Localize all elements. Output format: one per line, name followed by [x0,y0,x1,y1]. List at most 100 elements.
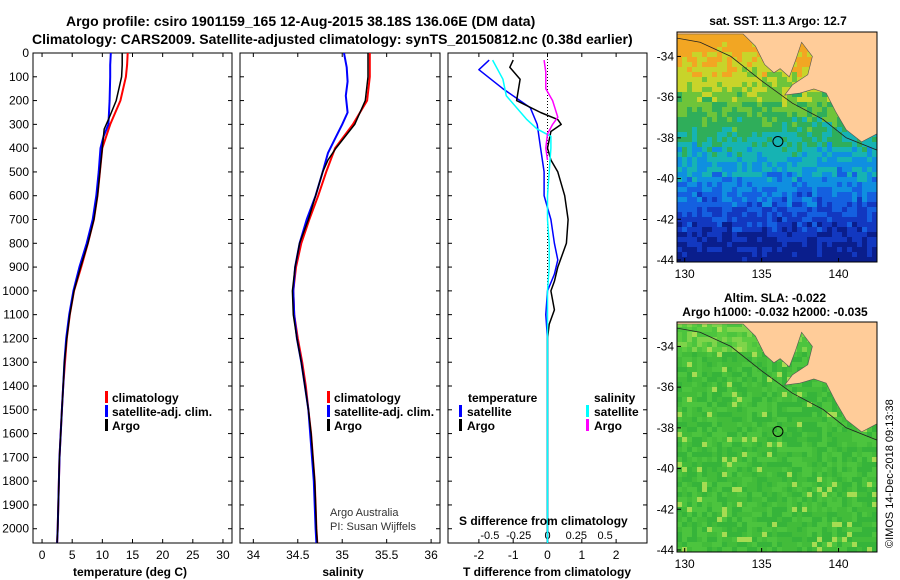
map-cell [727,517,732,522]
map-cell [682,357,687,362]
map-cell [817,452,822,457]
map-cell [737,332,742,337]
map-cell [742,222,747,227]
map-cell [742,157,747,162]
map-cell [677,237,682,242]
map-cell [712,362,717,367]
map-cell [697,157,702,162]
map-cell [772,452,777,457]
map-cell [722,362,727,367]
map-cell [802,542,807,547]
map-cell [722,482,727,487]
map-cell [682,107,687,112]
map-cell [732,87,737,92]
map-cell [682,82,687,87]
map-cell [752,137,757,142]
map-cell [762,217,767,222]
map-cell [772,427,777,432]
map-cell [697,347,702,352]
map-cell [742,512,747,517]
map-cell [832,437,837,442]
map-cell [702,217,707,222]
map-cell [742,252,747,257]
map-cell [777,462,782,467]
map-cell [732,197,737,202]
map-cell [852,507,857,512]
map-cell [747,187,752,192]
map-cell [797,487,802,492]
map-cell [812,187,817,192]
map-cell [677,177,682,182]
map-cell [852,162,857,167]
map-cell [732,152,737,157]
map-cell [702,372,707,377]
map-cell [737,42,742,47]
map-cell [747,447,752,452]
map-cell [772,137,777,142]
map-cell [727,437,732,442]
map-cell [692,57,697,62]
difference-xlabel: T difference from climatology [463,565,631,579]
map-cell [757,477,762,482]
salinity-panel-frame [239,52,441,544]
map-cell [802,162,807,167]
map-cell [707,132,712,137]
map-cell [872,487,877,492]
map-cell [692,402,697,407]
map-cell [752,47,757,52]
map-cell [777,97,782,102]
map-cell [742,532,747,537]
map-cell [797,92,802,97]
map-cell [857,522,862,527]
map-cell [802,172,807,177]
map-cell [732,437,737,442]
map-cell [777,497,782,502]
map-cell [812,442,817,447]
map-cell [762,102,767,107]
map-cell [717,97,722,102]
map-cell [697,362,702,367]
map-cell [742,472,747,477]
map-cell [827,477,832,482]
map-cell [722,117,727,122]
map-cell [832,192,837,197]
map-cell [732,192,737,197]
map-cell [732,217,737,222]
map-cell [812,507,817,512]
map-cell [807,127,812,132]
map-cell [867,172,872,177]
map-cell [682,377,687,382]
map-cell [682,532,687,537]
map-cell [727,227,732,232]
map-cell [782,217,787,222]
map-cell [832,417,837,422]
map-cell [837,527,842,532]
map-cell [872,182,877,187]
map-cell [862,517,867,522]
map-cell [732,342,737,347]
map-cell [732,187,737,192]
map-cell [702,127,707,132]
depth-tick-label: 0 [22,46,29,60]
map-cell [777,242,782,247]
map-cell [732,97,737,102]
map-cell [712,147,717,152]
map-cell [677,417,682,422]
map-cell [787,242,792,247]
map-cell [792,112,797,117]
map-cell [677,162,682,167]
map-cell [787,172,792,177]
map-cell [762,142,767,147]
map-cell [692,367,697,372]
map-cell [817,157,822,162]
map-cell [742,162,747,167]
map-cell [717,327,722,332]
map-cell [812,452,817,457]
map-cell [752,132,757,137]
map-cell [747,352,752,357]
map-cell [707,117,712,122]
map-cell [777,207,782,212]
map-cell [787,192,792,197]
map-cell [747,202,752,207]
map-cell [687,182,692,187]
